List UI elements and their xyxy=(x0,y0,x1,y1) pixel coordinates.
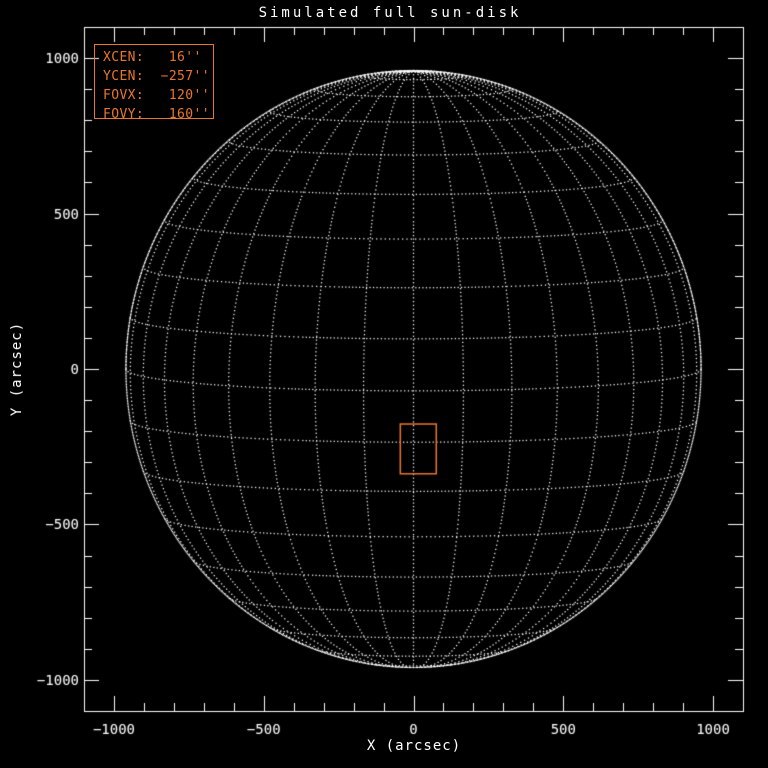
legend-line-ycen: YCEN: −257'' xyxy=(103,69,210,84)
x-axis-label: X (arcsec) xyxy=(366,738,462,754)
y-axis-label: Y (arcsec) xyxy=(9,321,25,417)
fov-legend-box: XCEN: 16'' YCEN: −257'' FOVX: 120'' FOVY… xyxy=(94,44,214,122)
plot-title: Simulated full sun-disk xyxy=(258,5,522,21)
legend-line-fovx: FOVX: 120'' xyxy=(103,88,210,103)
legend-line-fovy: FOVY: 160'' xyxy=(103,107,210,122)
legend-line-xcen: XCEN: 16'' xyxy=(103,50,202,65)
